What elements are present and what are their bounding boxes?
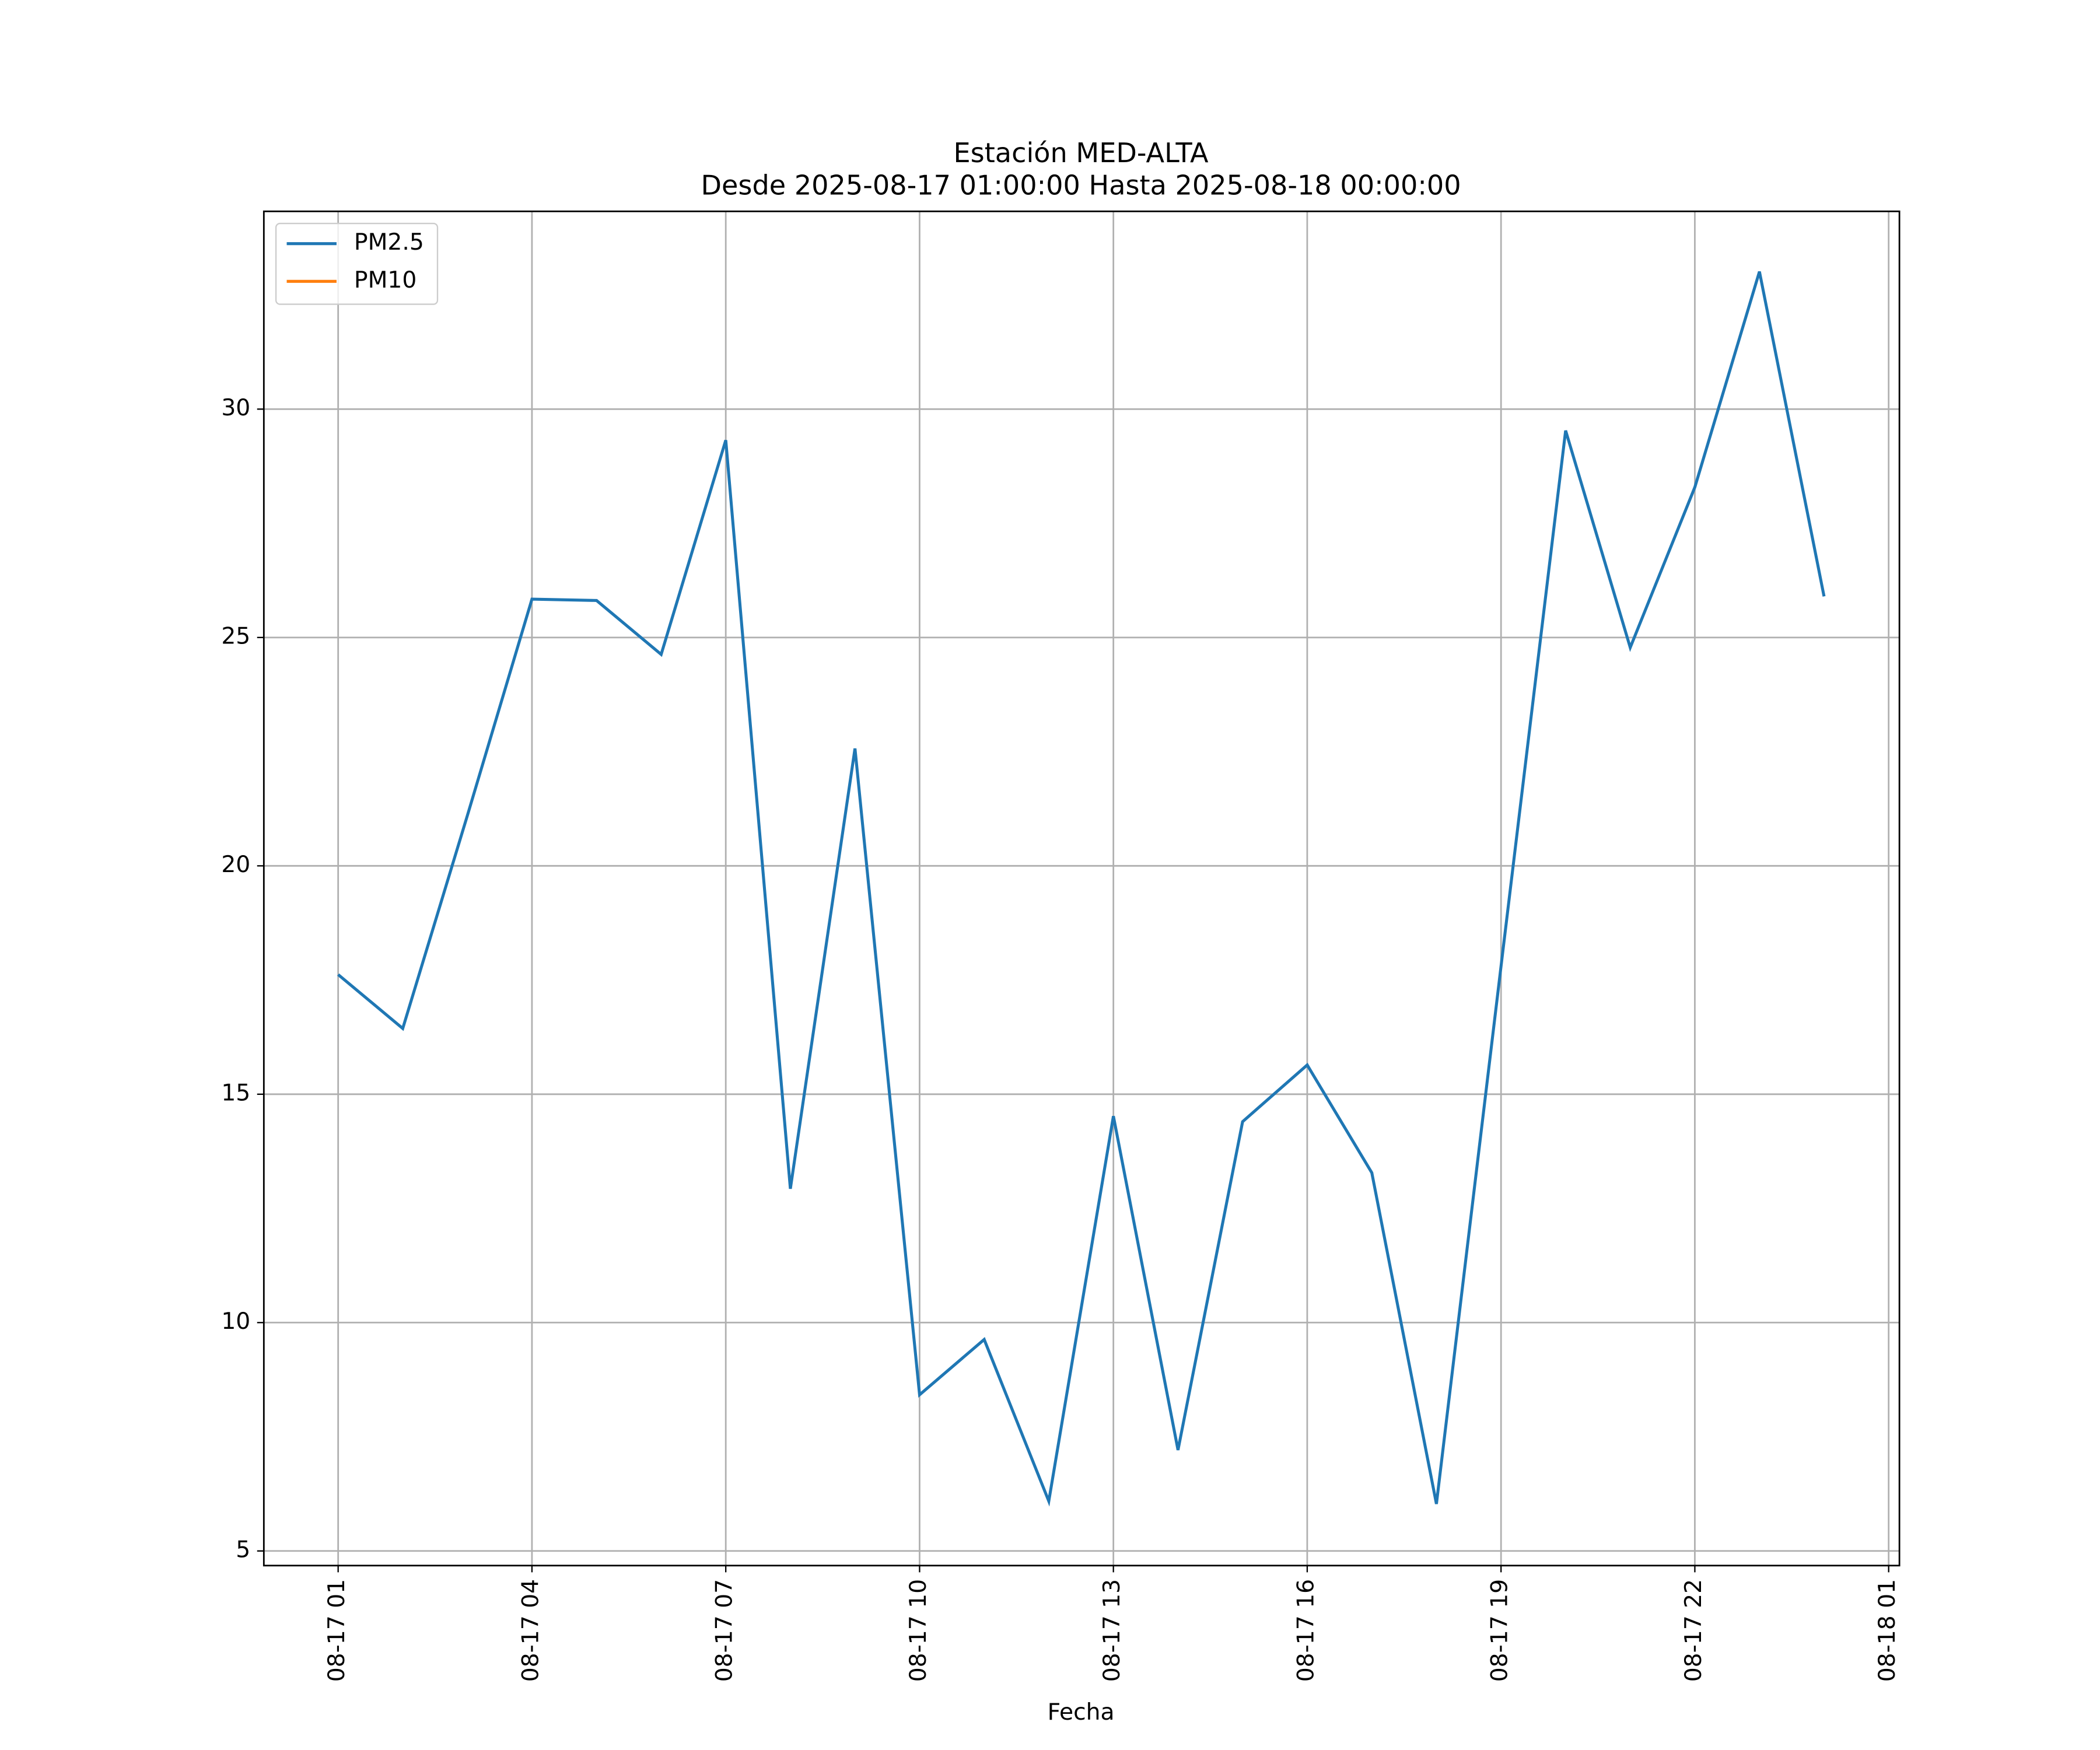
y-tick-label: 30 [221,395,250,421]
x-tick-label: 08-17 01 [324,1579,350,1682]
x-tick-label: 08-17 07 [712,1579,738,1682]
chart-title: Estación MED-ALTA [954,137,1209,169]
x-tick-label: 08-17 04 [517,1579,544,1682]
x-tick-label: 08-17 10 [905,1579,932,1682]
x-tick-label: 08-17 16 [1293,1579,1319,1682]
y-tick-label: 15 [221,1080,250,1106]
x-tick-label: 08-17 19 [1487,1579,1513,1682]
legend-label: PM2.5 [354,229,424,256]
x-tick-label: 08-18 01 [1874,1579,1901,1682]
plot-frame [262,210,1901,1567]
y-tick-label: 20 [221,852,250,878]
y-tick-label: 10 [221,1308,250,1335]
x-tick-label: 08-17 22 [1681,1579,1707,1682]
x-tick-label: 08-17 13 [1099,1579,1125,1682]
data-line [337,271,1826,1507]
x-axis-label: Fecha [1048,1699,1115,1726]
y-tick-label: 5 [236,1536,250,1563]
legend-label: PM10 [354,267,416,293]
y-tick-label: 25 [221,623,250,649]
chart-subtitle: Desde 2025-08-17 01:00:00 Hasta 2025-08-… [701,169,1461,201]
